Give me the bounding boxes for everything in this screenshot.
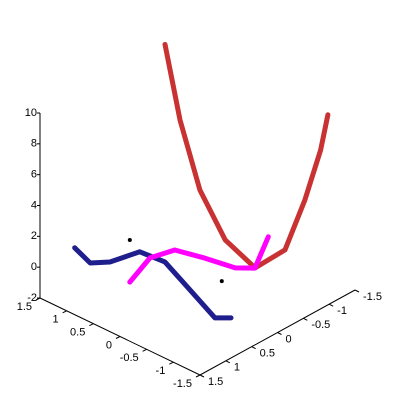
x-tick-label: 1.5 [17,301,32,313]
x-tick-label: -0.5 [120,352,139,364]
x-tick [169,361,174,365]
x-tick-label: -1 [156,365,166,377]
x-tick [142,348,147,352]
y-tick-label: 1 [234,362,240,374]
y-tick-label: 0.5 [260,348,275,360]
x-tick-label: 0.5 [70,327,85,339]
y-tick [328,303,334,307]
curve [127,234,271,285]
y-tick-label: -0.5 [311,319,330,331]
x-tick [195,374,201,378]
x-tick-label: -1.5 [173,378,192,390]
x-tick [62,310,67,314]
y-tick [277,332,282,335]
x-tick-label: 0 [106,339,112,351]
y-tick [199,374,205,378]
x-tick-label: 1 [53,314,59,326]
y-tick [251,346,256,350]
z-tick-label: 2 [31,230,37,242]
z-tick-label: -2 [27,292,37,304]
x-tick [89,323,94,327]
z-tick-label: 0 [31,261,37,273]
z-tick-label: 6 [31,169,37,181]
curve [162,41,331,271]
z-tick-label: 8 [31,138,37,150]
x-tick [115,336,121,339]
z-tick-label: 4 [31,199,37,211]
point [219,279,224,284]
y-tick-label: 1.5 [208,376,223,388]
y-tick [354,289,360,293]
z-tick-label: 10 [25,107,37,119]
y-tick-label: 0 [286,333,292,345]
y-tick-label: -1.5 [363,291,382,303]
y-tick-label: -1 [337,305,347,317]
point [127,238,132,243]
y-tick [303,317,308,321]
y-tick [225,360,231,364]
